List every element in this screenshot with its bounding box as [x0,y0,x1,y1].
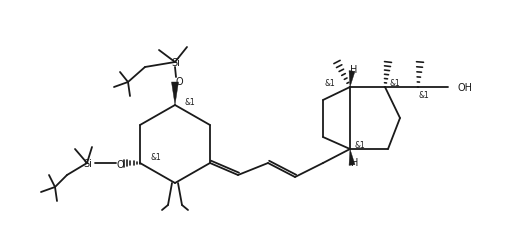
Text: O: O [116,159,124,169]
Text: &1: &1 [354,140,366,149]
Polygon shape [349,71,355,88]
Text: O: O [175,77,183,87]
Text: &1: &1 [324,79,335,88]
Text: H: H [350,65,357,75]
Text: &1: &1 [151,153,161,162]
Text: &1: &1 [389,79,401,88]
Text: &1: &1 [419,91,429,100]
Polygon shape [349,149,355,166]
Text: H: H [351,157,358,167]
Text: Si: Si [84,158,92,168]
Text: OH: OH [458,83,473,93]
Polygon shape [171,83,178,106]
Text: &1: &1 [185,98,195,107]
Text: Si: Si [171,58,180,68]
